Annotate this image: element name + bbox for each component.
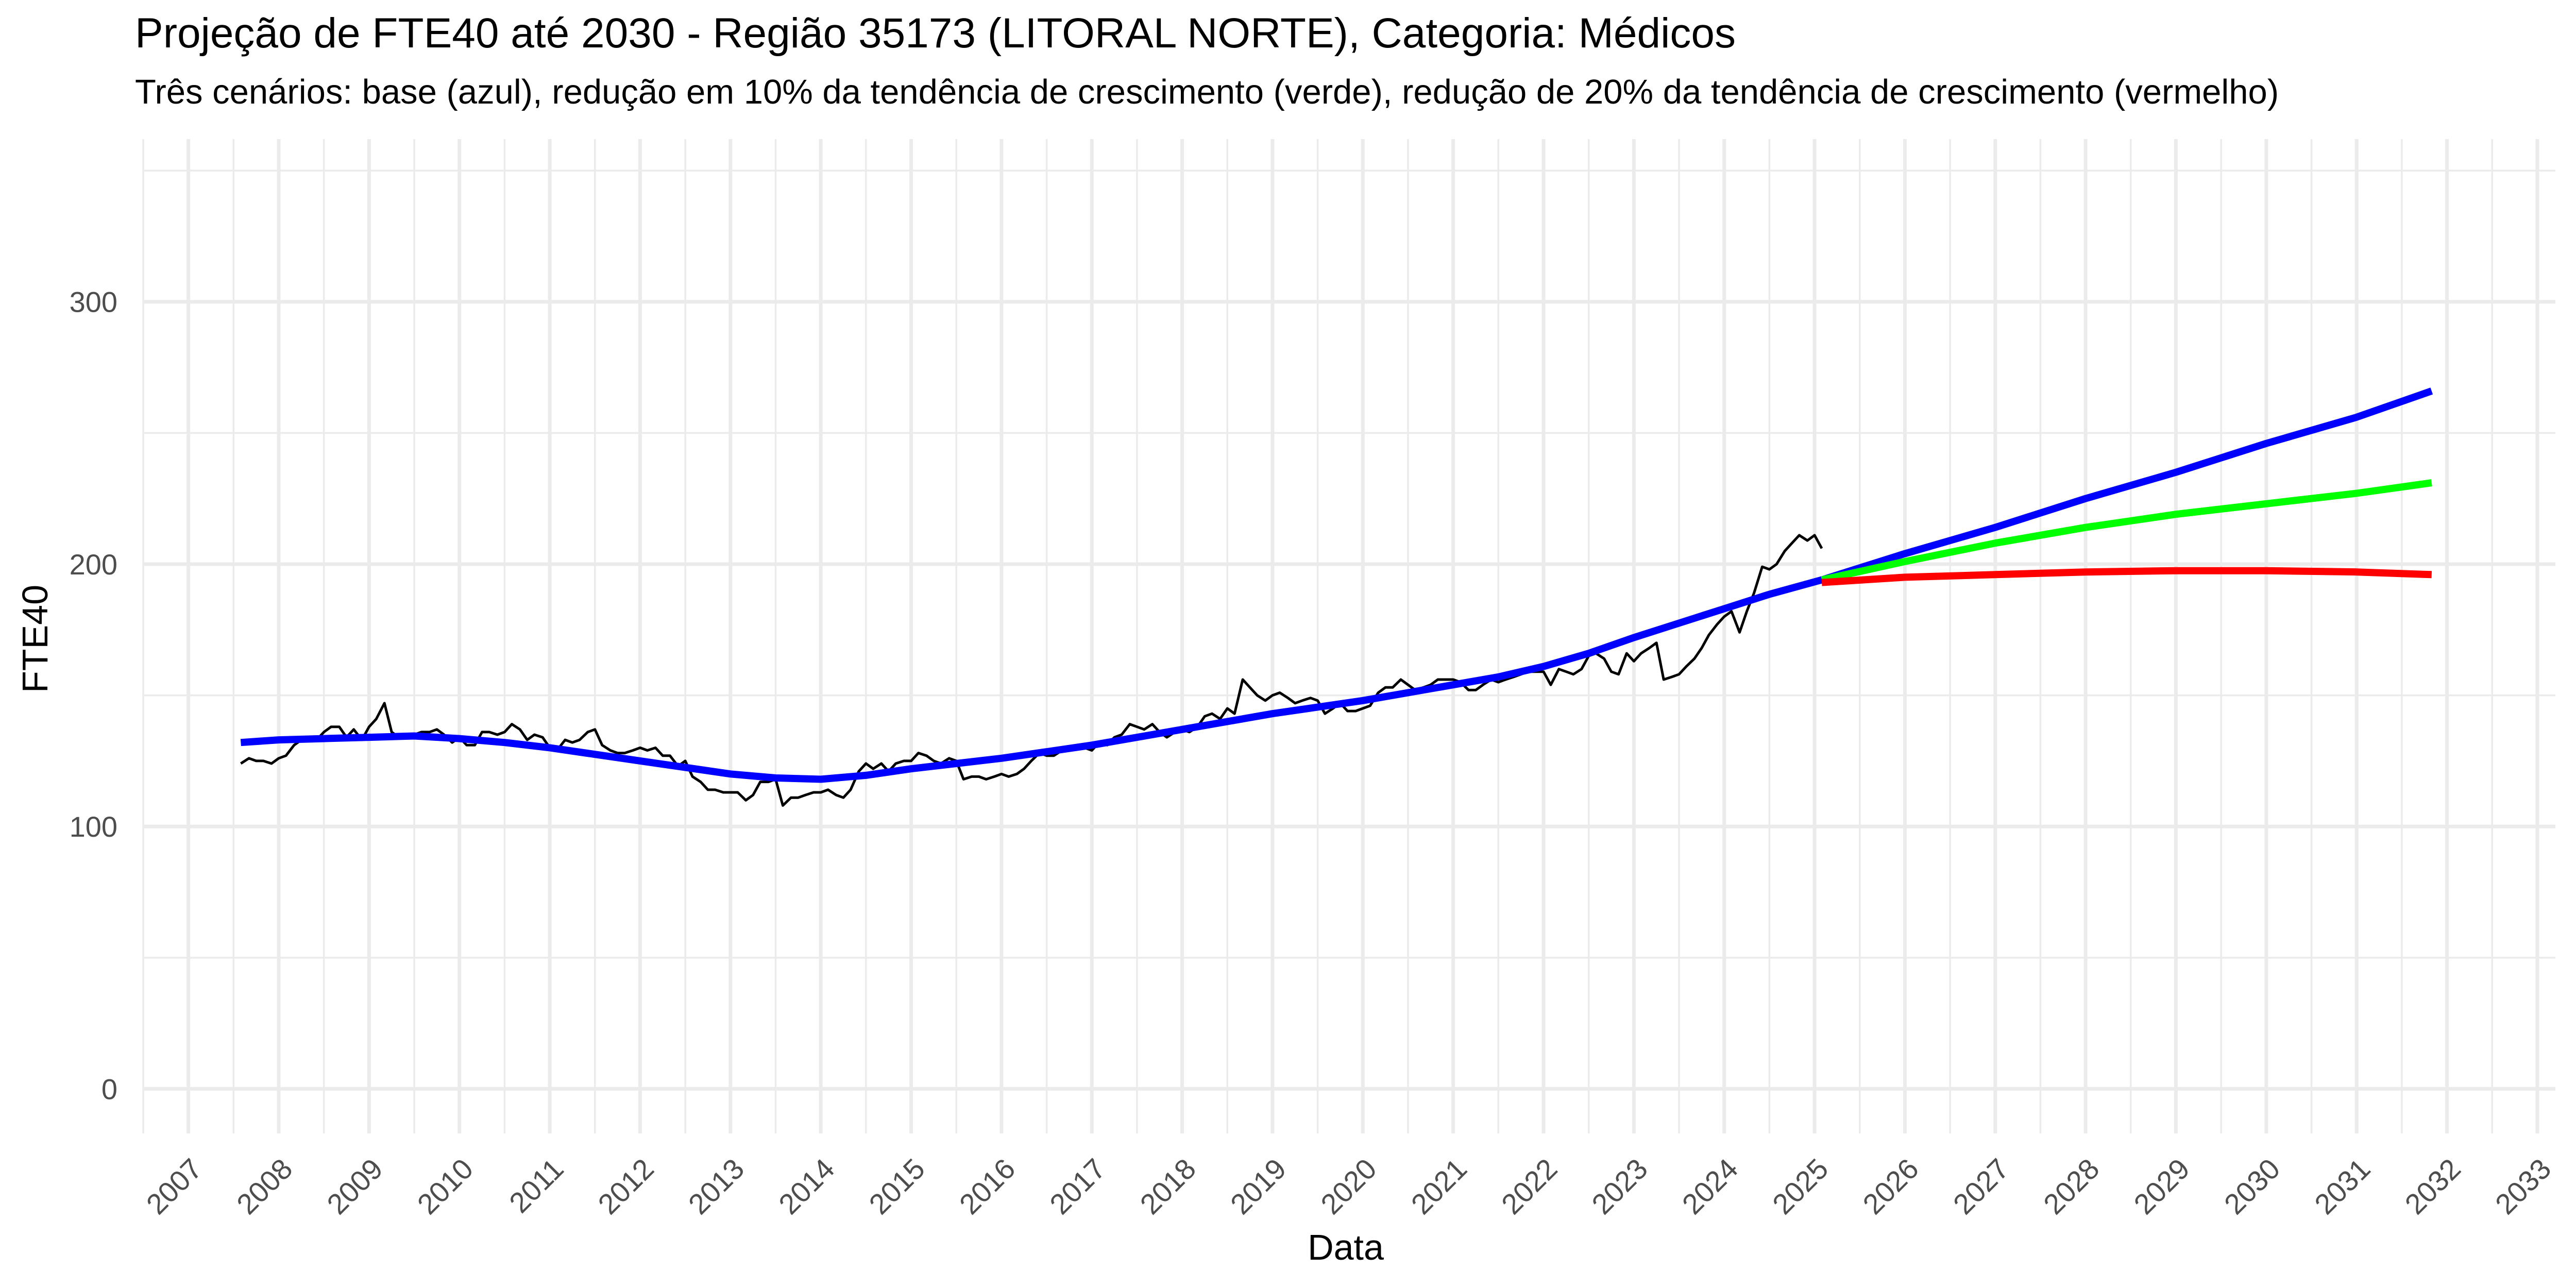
x-tick-label: 2028: [2037, 1152, 2106, 1221]
x-tick-label: 2015: [862, 1152, 931, 1221]
x-tick-label: 2030: [2218, 1152, 2286, 1221]
series-line-observed: [240, 534, 1823, 807]
x-tick-label: 2029: [2127, 1152, 2196, 1221]
x-tick-label: 2018: [1133, 1152, 1202, 1221]
x-tick-label: 2027: [1947, 1152, 2015, 1221]
x-tick-label: 2021: [1405, 1152, 1473, 1221]
series-line-base: [240, 387, 2433, 783]
series-line-reduction_20: [1821, 567, 2432, 586]
x-tick-label: 2011: [503, 1152, 570, 1219]
y-axis-title: FTE40: [15, 585, 55, 693]
major-grid: [143, 139, 2555, 1133]
x-tick-label: 2007: [140, 1152, 209, 1221]
series-layer: [240, 387, 2433, 807]
y-axis-tick-labels: 0 100 200 300: [70, 286, 117, 1106]
x-axis-tick-labels: 2007 2008 2009 2010 2011 2012 2013 2014 2015 2016…: [140, 1152, 2557, 1221]
x-tick-label: 2031: [2308, 1152, 2377, 1221]
x-tick-label: 2023: [1585, 1152, 1654, 1221]
series-line-reduction_10: [1821, 479, 2432, 584]
x-axis-title: Data: [1308, 1227, 1384, 1267]
x-tick-label: 2025: [1766, 1152, 1835, 1221]
x-tick-label: 2026: [1856, 1152, 1925, 1221]
y-tick-label: 0: [101, 1073, 117, 1105]
x-tick-label: 2012: [591, 1152, 660, 1221]
x-tick-label: 2008: [230, 1152, 299, 1221]
x-tick-label: 2017: [1043, 1152, 1112, 1221]
x-tick-label: 2013: [682, 1152, 751, 1221]
x-tick-label: 2016: [953, 1152, 1022, 1221]
x-tick-label: 2010: [411, 1152, 480, 1221]
y-tick-label: 100: [70, 810, 117, 843]
x-tick-label: 2032: [2398, 1152, 2467, 1221]
chart-subtitle: Três cenários: base (azul), redução em 1…: [135, 73, 2279, 111]
x-tick-label: 2020: [1314, 1152, 1383, 1221]
minor-grid: [142, 139, 2555, 1133]
x-tick-label: 2022: [1495, 1152, 1564, 1221]
x-tick-label: 2033: [2489, 1152, 2557, 1221]
x-tick-label: 2009: [320, 1152, 389, 1221]
x-tick-label: 2024: [1676, 1152, 1744, 1221]
x-tick-label: 2019: [1224, 1152, 1293, 1221]
chart-title: Projeção de FTE40 até 2030 - Região 3517…: [135, 10, 1736, 57]
y-tick-label: 300: [70, 286, 117, 318]
y-tick-label: 200: [70, 548, 117, 581]
x-tick-label: 2014: [772, 1152, 841, 1221]
